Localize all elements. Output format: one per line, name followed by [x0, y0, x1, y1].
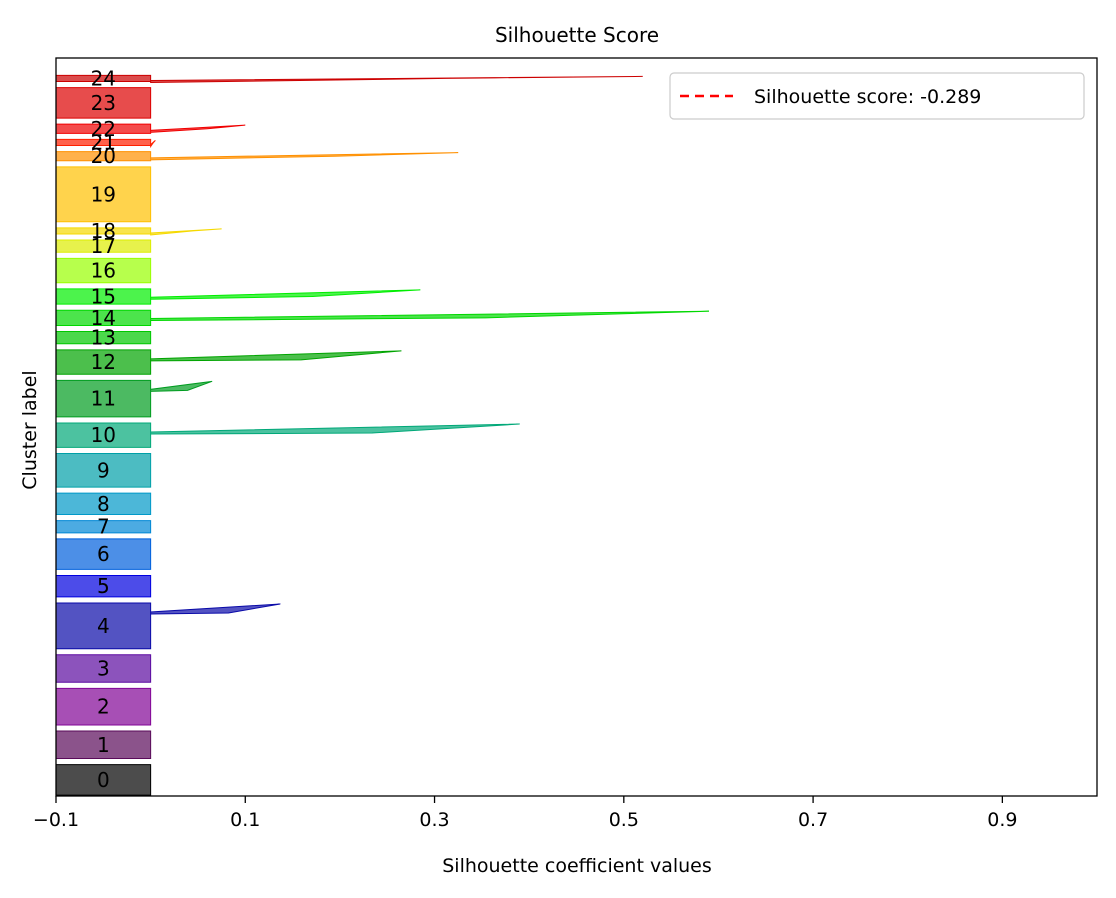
- cluster-label-20: 20: [91, 144, 116, 168]
- silhouette-band-cluster-4: [55, 602, 281, 650]
- cluster-label-17: 17: [91, 234, 116, 258]
- silhouette-band-cluster-21: [55, 138, 156, 149]
- chart-title: Silhouette Score: [495, 23, 659, 47]
- silhouette-band-cluster-10: [55, 422, 520, 448]
- x-axis-ticks: −0.1 0.1 0.3 0.5 0.7 0.9: [33, 796, 1017, 831]
- cluster-label-14: 14: [91, 306, 116, 330]
- cluster-label-4: 4: [97, 614, 110, 638]
- plot-background: [56, 58, 1097, 796]
- x-tick-label: 0.9: [987, 809, 1017, 831]
- cluster-label-13: 13: [91, 326, 116, 350]
- cluster-label-18: 18: [91, 219, 116, 243]
- x-axis-title: Silhouette coefficient values: [442, 855, 712, 877]
- cluster-label-1: 1: [97, 733, 110, 757]
- legend: Silhouette score: -0.289: [669, 72, 1085, 120]
- cluster-label-21: 21: [91, 130, 116, 154]
- x-tick-label: 0.7: [798, 809, 828, 831]
- cluster-label-22: 22: [91, 117, 116, 141]
- cluster-label-7: 7: [97, 515, 110, 539]
- cluster-label-10: 10: [91, 423, 116, 447]
- x-tick-label: −0.1: [33, 809, 79, 831]
- cluster-label-6: 6: [97, 542, 110, 566]
- legend-entry-label: Silhouette score: -0.289: [754, 86, 981, 108]
- silhouette-band-cluster-15: [55, 288, 421, 305]
- x-tick-label: 0.5: [609, 809, 639, 831]
- silhouette-band-cluster-11: [55, 379, 213, 418]
- cluster-label-5: 5: [97, 574, 110, 598]
- cluster-label-0: 0: [97, 768, 110, 792]
- cluster-label-19: 19: [91, 182, 116, 206]
- cluster-label-16: 16: [91, 259, 116, 283]
- x-tick-label: 0.1: [230, 809, 260, 831]
- cluster-label-12: 12: [91, 350, 116, 374]
- silhouette-band-cluster-20: [55, 151, 459, 162]
- silhouette-band-cluster-22: [55, 123, 246, 134]
- y-axis-title: Cluster label: [19, 370, 41, 489]
- silhouette-band-cluster-12: [55, 349, 402, 375]
- silhouette-band-cluster-18: [55, 227, 222, 236]
- cluster-label-11: 11: [91, 387, 116, 411]
- cluster-label-23: 23: [91, 91, 116, 115]
- legend-box: [669, 72, 1085, 120]
- cluster-label-9: 9: [97, 458, 110, 482]
- silhouette-band-cluster-14: [55, 309, 710, 326]
- cluster-label-15: 15: [91, 284, 116, 308]
- cluster-label-24: 24: [91, 66, 116, 90]
- x-tick-label: 0.3: [419, 809, 449, 831]
- silhouette-band-cluster-24: [55, 74, 643, 84]
- plot-frame: [55, 57, 1098, 797]
- cluster-label-8: 8: [97, 492, 110, 516]
- cluster-label-3: 3: [97, 657, 110, 681]
- cluster-label-2: 2: [97, 695, 110, 719]
